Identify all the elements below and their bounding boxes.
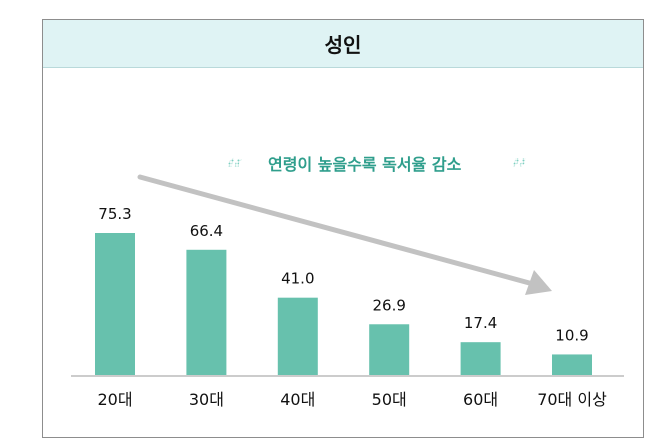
value-label: 41.0 bbox=[281, 270, 314, 288]
category-label: 50대 bbox=[372, 390, 407, 409]
bar bbox=[186, 249, 227, 375]
card-header: 성인 bbox=[43, 20, 643, 68]
category-label: 70대 이상 bbox=[537, 390, 607, 409]
bar bbox=[552, 354, 592, 375]
bar bbox=[95, 233, 135, 375]
category-label: 60대 bbox=[463, 390, 498, 409]
trend-arrow-head bbox=[525, 270, 552, 295]
trend-arrow-shaft bbox=[137, 174, 536, 287]
category-label: 20대 bbox=[97, 390, 132, 409]
value-label: 66.4 bbox=[190, 222, 223, 240]
chart-title: 성인 bbox=[324, 33, 362, 57]
open-quote-mark: “ bbox=[226, 153, 243, 188]
value-label: 17.4 bbox=[464, 314, 497, 332]
trend-annotation: 연령이 높을수록 독서율 감소 bbox=[268, 155, 462, 174]
value-label: 75.3 bbox=[98, 205, 131, 223]
value-label: 10.9 bbox=[555, 326, 588, 344]
bar bbox=[277, 297, 318, 375]
bar bbox=[369, 324, 410, 375]
chart-card: 성인 bbox=[42, 19, 644, 438]
value-label: 26.9 bbox=[372, 296, 405, 314]
close-quote-mark: ” bbox=[511, 153, 528, 188]
category-label: 30대 bbox=[189, 390, 224, 409]
bar bbox=[460, 342, 501, 375]
category-label: 40대 bbox=[280, 390, 315, 409]
